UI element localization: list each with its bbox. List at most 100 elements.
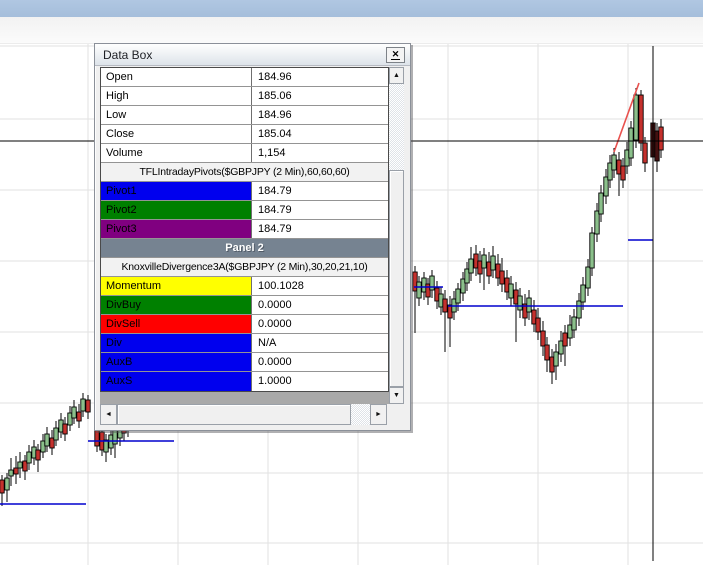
- candle: [517, 288, 523, 318]
- candle: [460, 272, 466, 301]
- candlestick-series: [0, 88, 664, 506]
- candle: [499, 258, 505, 292]
- vertical-scroll-track[interactable]: [389, 84, 404, 387]
- table-row-div: Div N/A: [101, 334, 388, 353]
- candle: [53, 421, 59, 446]
- candle: [603, 169, 609, 204]
- pivot-lines[interactable]: [0, 239, 653, 505]
- value-cell: 184.79: [252, 220, 388, 238]
- candle: [85, 395, 91, 419]
- label-cell: Low: [101, 106, 252, 124]
- value-cell: 184.79: [252, 182, 388, 200]
- candle: [642, 137, 648, 172]
- vertical-scroll-thumb[interactable]: [389, 170, 404, 387]
- candle: [26, 445, 32, 470]
- table-footer-strip: [100, 392, 389, 404]
- candle: [8, 458, 14, 486]
- scroll-left-button[interactable]: ◄: [100, 404, 117, 425]
- window-title-band: [0, 0, 703, 17]
- candle: [589, 227, 595, 276]
- candle: [13, 456, 19, 484]
- label-cell: Pivot3: [101, 220, 252, 238]
- candle: [526, 290, 532, 320]
- label-cell: Pivot1: [101, 182, 252, 200]
- candle: [80, 393, 86, 417]
- table-row-close: Close 185.04: [101, 125, 388, 144]
- table-row-pivot3: Pivot3 184.79: [101, 220, 388, 239]
- candle: [17, 452, 23, 478]
- data-box-window[interactable]: Data Box ✕ Open 184.96 High 185.06 Low 184.96…: [94, 43, 411, 431]
- label-cell: Momentum: [101, 277, 252, 295]
- candle: [76, 404, 82, 428]
- candle: [481, 248, 487, 290]
- candle: [598, 185, 604, 222]
- candle: [562, 325, 568, 366]
- value-cell: 184.79: [252, 201, 388, 219]
- vertical-scrollbar[interactable]: ▲ ▼: [389, 67, 404, 404]
- close-button[interactable]: ✕: [386, 47, 405, 63]
- value-cell: 185.06: [252, 87, 388, 105]
- horizontal-scroll-thumb[interactable]: [117, 404, 351, 425]
- candle: [535, 308, 541, 340]
- scroll-right-button[interactable]: ►: [370, 404, 387, 425]
- candle: [416, 276, 422, 306]
- candle: [0, 475, 5, 506]
- candle: [571, 309, 577, 338]
- candle: [22, 455, 28, 480]
- candle: [468, 247, 474, 281]
- horizontal-scrollbar[interactable]: ◄ ►: [100, 404, 404, 425]
- candle: [658, 119, 664, 158]
- table-row-auxs: AuxS 1.0000: [101, 372, 388, 391]
- candle: [513, 282, 519, 342]
- toolbar-band: [0, 17, 703, 44]
- value-cell: N/A: [252, 334, 388, 352]
- candle: [35, 444, 41, 472]
- candle: [429, 270, 435, 298]
- value-cell: 100.1028: [252, 277, 388, 295]
- arrow-right-icon: ►: [375, 411, 382, 418]
- table-row-divsell: DivSell 0.0000: [101, 315, 388, 334]
- value-cell: 184.96: [252, 68, 388, 86]
- indicator-header-row: TFLIntradayPivots($GBPJPY (2 Min),60,60,…: [101, 163, 388, 182]
- candle: [585, 259, 591, 296]
- label-cell: DivBuy: [101, 296, 252, 314]
- candle: [607, 155, 613, 188]
- horizontal-scroll-track[interactable]: [351, 404, 370, 425]
- value-cell: 0.0000: [252, 315, 388, 333]
- candle: [628, 121, 634, 166]
- candle: [558, 331, 564, 362]
- value-cell: 0.0000: [252, 353, 388, 371]
- candle: [40, 434, 46, 458]
- label-cell: High: [101, 87, 252, 105]
- candle: [611, 148, 617, 178]
- candle: [580, 277, 586, 310]
- close-icon: ✕: [390, 49, 401, 60]
- data-box-table: Open 184.96 High 185.06 Low 184.96 Close 185.04…: [100, 67, 389, 392]
- candle: [4, 473, 10, 502]
- label-cell: AuxS: [101, 372, 252, 391]
- panel-header-row: Panel 2: [101, 239, 388, 258]
- value-cell: 1.0000: [252, 372, 388, 391]
- candle: [67, 406, 73, 431]
- candle: [638, 90, 644, 151]
- value-cell: 0.0000: [252, 296, 388, 314]
- arrow-down-icon: ▼: [393, 392, 400, 399]
- label-cell: Open: [101, 68, 252, 86]
- candle: [44, 427, 50, 452]
- table-row-volume: Volume 1,154: [101, 144, 388, 163]
- data-box-titlebar[interactable]: Data Box ✕: [95, 44, 410, 66]
- candle: [576, 293, 582, 326]
- data-box-title: Data Box: [103, 47, 153, 62]
- table-row-low: Low 184.96: [101, 106, 388, 125]
- candle: [71, 400, 77, 424]
- table-row-open: Open 184.96: [101, 68, 388, 87]
- arrow-up-icon: ▲: [393, 72, 400, 79]
- scroll-down-button[interactable]: ▼: [389, 387, 404, 404]
- candle: [508, 276, 514, 306]
- candle: [412, 266, 418, 333]
- arrow-left-icon: ◄: [105, 411, 112, 418]
- candle: [103, 434, 109, 462]
- candle: [464, 262, 470, 291]
- scroll-up-button[interactable]: ▲: [389, 67, 404, 84]
